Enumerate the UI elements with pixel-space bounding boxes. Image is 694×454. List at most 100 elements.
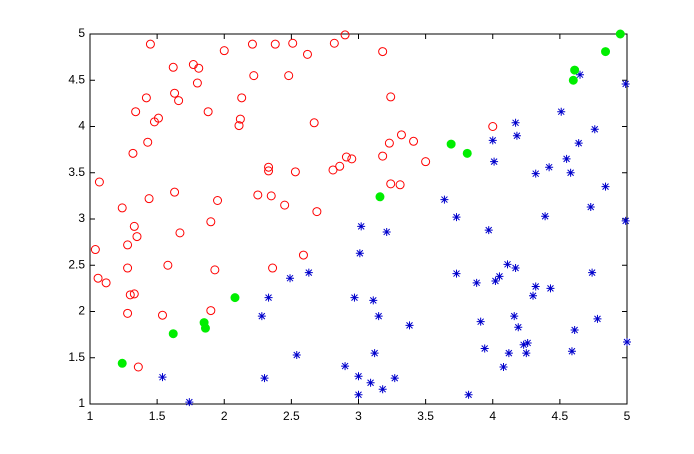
point <box>405 321 414 330</box>
point <box>145 39 155 49</box>
plot-area <box>89 33 628 405</box>
point <box>488 122 498 131</box>
point <box>374 312 383 321</box>
point <box>621 216 630 225</box>
point <box>395 180 405 190</box>
point <box>163 260 173 270</box>
point <box>188 60 198 70</box>
point <box>615 29 625 39</box>
x-tick-label: 3.5 <box>417 409 434 423</box>
point <box>355 249 364 258</box>
point <box>452 213 461 222</box>
point <box>341 152 351 162</box>
point <box>503 260 512 269</box>
point <box>144 194 154 204</box>
point <box>329 38 339 48</box>
point <box>567 347 576 356</box>
point <box>117 203 127 213</box>
point <box>237 93 247 103</box>
point <box>219 46 229 56</box>
point <box>510 312 519 321</box>
point <box>206 306 216 316</box>
point <box>199 318 209 328</box>
point <box>268 263 278 273</box>
point <box>366 378 375 387</box>
point <box>562 154 571 163</box>
point <box>125 290 135 300</box>
point <box>382 227 391 236</box>
y-tick-label: 2 <box>78 304 85 318</box>
y-tick-label: 3.5 <box>68 165 85 179</box>
point <box>511 264 520 273</box>
point <box>341 362 350 371</box>
point <box>476 317 485 326</box>
point <box>386 92 396 102</box>
point <box>370 349 379 358</box>
point <box>247 39 257 49</box>
point <box>234 121 244 131</box>
point <box>133 362 143 372</box>
point <box>312 207 322 217</box>
point <box>185 398 194 407</box>
point <box>480 344 489 353</box>
point <box>94 177 104 187</box>
point <box>309 118 319 128</box>
point <box>264 293 273 302</box>
point <box>174 96 184 106</box>
point <box>421 157 431 167</box>
point <box>357 222 366 231</box>
point <box>129 289 139 299</box>
point <box>452 269 461 278</box>
point <box>354 372 363 381</box>
point <box>491 276 500 285</box>
x-tick-label: 2 <box>221 409 228 423</box>
point <box>123 240 133 250</box>
point <box>512 131 521 140</box>
point <box>101 278 111 288</box>
point <box>335 161 345 171</box>
point <box>586 202 595 211</box>
point <box>623 338 631 347</box>
point <box>128 148 138 158</box>
point <box>292 350 301 359</box>
point <box>531 282 540 291</box>
point <box>546 284 555 293</box>
point <box>230 293 240 303</box>
point <box>264 162 274 172</box>
point <box>206 217 216 227</box>
point <box>529 291 538 300</box>
point <box>158 373 167 382</box>
point <box>117 358 127 368</box>
point <box>574 139 583 148</box>
point <box>590 125 599 134</box>
point <box>378 151 388 161</box>
point <box>192 78 202 88</box>
point <box>545 163 554 172</box>
x-tick-label: 1 <box>87 409 94 423</box>
point <box>249 71 259 81</box>
point <box>378 47 388 57</box>
point <box>514 323 523 332</box>
point <box>168 62 178 72</box>
point <box>131 107 141 117</box>
point <box>350 293 359 302</box>
x-tick-label: 4.5 <box>552 409 569 423</box>
point <box>123 263 133 273</box>
x-tick-label: 1.5 <box>149 409 166 423</box>
point <box>280 200 290 210</box>
point <box>264 166 274 176</box>
point <box>304 268 313 277</box>
point <box>566 168 575 177</box>
point <box>576 70 585 79</box>
point <box>284 71 294 81</box>
point <box>328 165 338 175</box>
point <box>149 117 159 127</box>
point <box>472 278 481 287</box>
point <box>409 136 419 146</box>
point <box>298 250 308 260</box>
y-tick-label: 1 <box>78 396 85 410</box>
point <box>203 107 213 117</box>
point <box>132 232 142 242</box>
point <box>511 118 520 127</box>
